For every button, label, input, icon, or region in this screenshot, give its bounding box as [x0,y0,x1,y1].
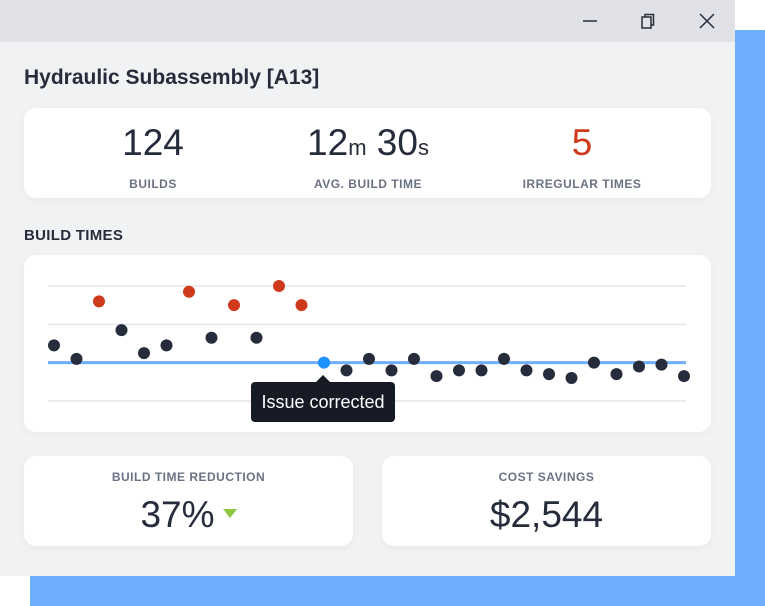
data-point-normal [70,352,83,365]
data-point-normal [160,339,173,352]
data-point-normal [475,364,488,377]
issue-corrected-tooltip: Issue corrected [251,375,395,422]
restore-icon [641,13,655,29]
data-point-normal [520,364,533,377]
cost-savings-card: COST SAVINGS $2,544 [382,456,711,546]
data-point-normal [498,352,510,365]
close-icon [699,13,715,29]
build-time-reduction-card: BUILD TIME REDUCTION 37% [24,456,353,546]
data-point-normal [543,368,555,381]
reduction-percent: 37% [140,494,215,535]
data-point-normal [48,339,60,352]
seconds-unit: s [417,135,429,160]
irregular-times-value: 5 [571,122,593,163]
page-title: Hydraulic Subassembly [A13] [24,66,320,89]
data-point-normal [408,352,420,365]
build-time-reduction-value: 37% [24,494,353,536]
data-point-normal [453,364,465,377]
data-point-irregular [93,295,105,308]
build-times-chart [48,280,690,402]
build-time-reduction-label: BUILD TIME REDUCTION [111,470,266,484]
stat-builds: 124 BUILDS [43,108,263,191]
minimize-button[interactable] [576,8,604,34]
stat-avg-build-time: 12m 30s AVG. BUILD TIME [258,108,478,191]
seconds: 30 [376,122,418,163]
data-point-normal [205,331,218,344]
data-point-highlight [318,356,330,369]
data-point-normal [588,356,600,369]
app-window: Hydraulic Subassembly [A13] 124 BUILDS 1… [0,0,735,576]
minimize-icon [583,20,597,22]
close-button[interactable] [693,8,721,34]
data-point-normal [340,364,353,377]
restore-button[interactable] [634,8,662,34]
data-point-normal [138,347,150,360]
data-point-normal [610,368,623,381]
stat-irregular-times: 5 IRREGULAR TIMES [472,108,692,191]
section-title: BUILD TIMES [24,227,124,244]
summary-card: 124 BUILDS 12m 30s AVG. BUILD TIME 5 IRR… [24,108,711,198]
data-point-irregular [273,280,285,292]
data-point-irregular [183,285,195,298]
data-point-normal [678,370,690,383]
data-point-irregular [228,299,240,312]
data-point-normal [430,370,443,383]
data-point-normal [633,360,645,373]
trend-down-icon [222,508,237,518]
data-point-normal [385,364,398,377]
data-point-normal [363,352,375,365]
avg-build-time-value: 12m 30s [258,121,478,165]
title-bar [0,0,735,42]
avg-build-time-label: AVG. BUILD TIME [314,177,422,191]
data-point-irregular [295,299,308,312]
cost-savings-value: $2,544 [489,494,604,535]
data-point-normal [655,358,668,371]
builds-label: BUILDS [129,177,177,191]
minutes-unit: m [348,135,367,160]
data-point-normal [565,372,578,384]
minutes: 12 [307,122,349,163]
builds-value: 124 [122,122,184,163]
cost-savings-label: COST SAVINGS [498,470,595,484]
irregular-times-label: IRREGULAR TIMES [522,177,642,191]
data-point-normal [250,331,263,344]
data-point-normal [115,324,128,337]
